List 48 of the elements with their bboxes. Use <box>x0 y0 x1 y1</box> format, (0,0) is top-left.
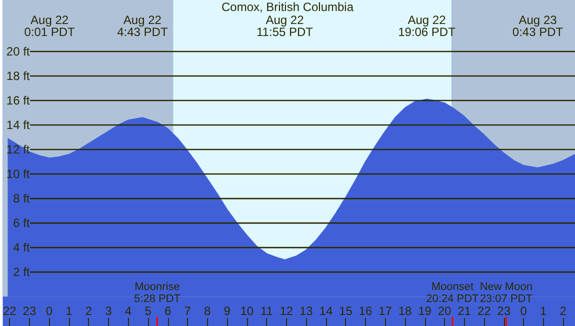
y-tick-label: 8 ft <box>13 192 30 206</box>
x-tick-label: 21 <box>458 304 472 318</box>
x-tick-label: 3 <box>105 304 112 318</box>
x-tick-label: 13 <box>299 304 314 318</box>
x-tick-label: 22 <box>2 304 17 318</box>
x-tick-label: 19 <box>418 304 432 318</box>
x-tick-label: 4 <box>124 304 132 318</box>
x-tick-label: 20 <box>438 304 452 318</box>
x-tick-label: 15 <box>339 304 353 318</box>
y-tick-label: 20 ft <box>6 44 30 58</box>
x-tick-label: 8 <box>204 304 211 318</box>
y-tick-label: 12 ft <box>6 142 30 157</box>
x-tick-label: 22 <box>477 304 492 318</box>
y-tick-label: 16 ft <box>6 93 30 108</box>
annotation: Aug 22 19:06 PDT <box>398 13 456 39</box>
annotation: Aug 22 4:43 PDT <box>117 13 168 39</box>
x-tick-label: 1 <box>66 304 73 318</box>
x-tick-label: 2 <box>85 304 92 318</box>
x-tick-label: 16 <box>358 304 372 318</box>
x-tick-label: 23 <box>497 304 511 318</box>
x-tick-label: 10 <box>240 304 254 318</box>
annotation: Aug 23 0:43 PDT <box>512 13 564 39</box>
ref-line-label: New Moon 23:07 PDT <box>480 281 533 305</box>
y-tick-label: 2 ft <box>13 265 30 280</box>
y-tick-label: 18 ft <box>6 68 30 83</box>
x-tick-label: 0 <box>520 304 528 318</box>
x-tick-label: 2 <box>560 304 567 318</box>
annotation: Aug 22 0:01 PDT <box>24 13 76 39</box>
x-tick-label: 17 <box>378 304 392 318</box>
x-tick-label: 5 <box>144 304 152 318</box>
x-tick-label: 14 <box>319 304 333 318</box>
y-tick-label: 14 ft <box>6 118 30 132</box>
x-tick-label: 7 <box>184 304 192 318</box>
ref-line-label: Moonset 20:24 PDT <box>426 281 480 305</box>
x-tick-label: 1 <box>540 304 548 318</box>
x-tick-label: 11 <box>260 304 274 318</box>
y-tick-label: 4 ft <box>13 240 30 255</box>
x-tick-label: 6 <box>164 304 172 318</box>
y-tick-label: 10 ft <box>6 167 30 182</box>
x-tick-label: 9 <box>224 304 231 318</box>
ref-line-label: Moonrise 5:28 PDT <box>134 281 181 305</box>
annotation: Aug 22 11:55 PDT <box>256 13 314 39</box>
x-tick-label: 18 <box>398 304 412 318</box>
x-tick-label: 0 <box>46 304 53 318</box>
y-tick-label: 6 ft <box>13 216 30 230</box>
x-tick-label: 23 <box>22 304 36 318</box>
x-tick-label: 12 <box>280 304 294 318</box>
chart-title: Comox, British Columbia <box>221 0 354 14</box>
